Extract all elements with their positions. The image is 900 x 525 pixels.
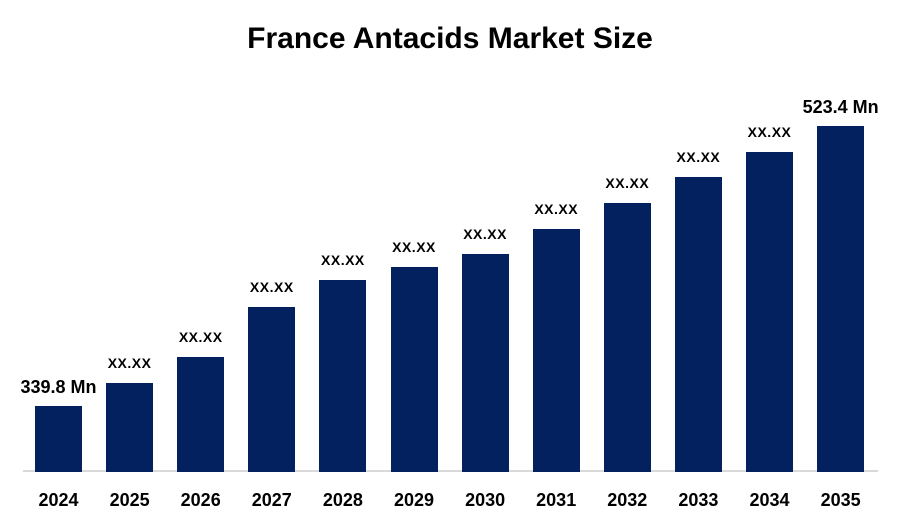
bar-2035 [817,126,865,472]
bar-2032 [603,203,651,472]
x-axis-label-2029: 2029 [393,490,435,510]
x-axis-label-2024: 2024 [38,490,79,510]
x-axis-label-2034: 2034 [749,490,790,510]
x-axis-label-2035: 2035 [820,490,861,510]
bar-2030 [461,254,509,472]
bar-2024 [35,406,82,472]
bar-value-label-2028: XX.XX [321,252,365,268]
bar-value-label-2029: XX.XX [392,239,436,255]
bar-2033 [674,177,722,472]
bar-2031 [532,229,580,472]
bar-2028 [319,280,367,472]
x-axis-label-2026: 2026 [180,490,221,510]
bar-2034 [746,152,793,472]
x-axis-label-2031: 2031 [536,490,577,510]
bar-2029 [390,267,438,472]
chart-title: France Antacids Market Size [247,22,653,55]
bar-value-label-2024: 339.8 Mn [20,377,97,397]
bar-value-label-2030: XX.XX [463,226,507,242]
bar-2026 [177,357,225,472]
bar-value-label-2031: XX.XX [534,201,579,217]
bar-value-label-2025: XX.XX [107,355,152,371]
bar-value-label-2035: 523.4 Mn [802,97,879,117]
x-axis-label-2033: 2033 [678,490,719,510]
bar-value-label-2034: XX.XX [747,124,792,140]
bar-2025 [106,383,154,472]
bar-value-label-2032: XX.XX [605,175,650,191]
bar-value-label-2026: XX.XX [178,329,223,345]
x-axis-label-2025: 2025 [109,490,150,510]
x-axis-label-2027: 2027 [251,490,292,510]
bar-value-label-2027: XX.XX [249,279,294,295]
x-axis-line [23,470,878,472]
x-axis-label-2028: 2028 [322,490,363,510]
bar-2027 [248,307,296,472]
x-axis-label-2032: 2032 [607,490,648,510]
bar-value-label-2033: XX.XX [676,149,721,165]
x-axis-label-2030: 2030 [465,490,506,510]
